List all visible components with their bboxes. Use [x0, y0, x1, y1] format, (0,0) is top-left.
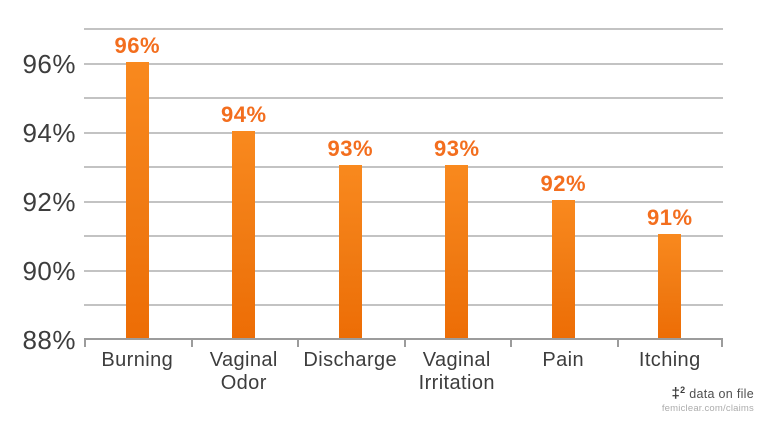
x-axis: Burning Vaginal Odor Discharge Vaginal Irri… [84, 349, 723, 395]
y-tick-label-94: 94% [22, 117, 76, 148]
y-tick-label-90: 90% [22, 255, 76, 286]
gridline [84, 28, 723, 30]
x-label-vaginal-odor: Vaginal Odor [209, 349, 278, 394]
value-label-itching: 91% [646, 205, 693, 231]
x-label-vaginal-irritation: Vaginal Irritation [418, 349, 495, 394]
y-tick-label-88: 88% [22, 325, 76, 355]
y-tick-label-96: 96% [22, 48, 76, 79]
x-axis-tick [191, 340, 193, 347]
gridline [84, 131, 723, 134]
footnote: ‡2 data on file femiclear.com/claims [662, 383, 754, 415]
y-tick-label-92: 92% [22, 186, 76, 217]
bar-vaginal-irritation [445, 165, 469, 338]
x-axis-tick [721, 340, 723, 347]
x-axis-tick [297, 340, 299, 347]
value-label-vaginal-irritation: 93% [433, 136, 480, 162]
value-label-discharge: 93% [327, 136, 374, 162]
gridline [84, 269, 723, 272]
value-label-pain: 92% [540, 170, 587, 196]
x-label-burning: Burning [101, 349, 174, 371]
gridline [84, 235, 723, 238]
value-label-burning: 96% [114, 32, 161, 58]
x-axis-tick [404, 340, 406, 347]
bar-pain [551, 199, 575, 338]
x-label-itching: Itching [638, 349, 701, 371]
footnote-superscript: 2 [680, 385, 686, 395]
x-axis-tick [510, 340, 512, 347]
y-axis: 96% 94% 92% 90% 88% [0, 29, 76, 353]
value-label-vaginal-odor: 94% [220, 101, 267, 127]
footnote-url: femiclear.com/claims [661, 403, 754, 414]
plot-area: 96% 94% 93% 93% 92% 91% [84, 28, 723, 347]
gridline [84, 62, 723, 65]
footnote-data-on-file: ‡2 data on file [662, 383, 754, 402]
bar-vaginal-odor [232, 130, 256, 338]
gridline [84, 97, 723, 100]
gridline [84, 304, 723, 307]
x-axis-tick [617, 340, 619, 347]
bar-burning [125, 61, 149, 338]
x-label-pain: Pain [542, 349, 585, 371]
bar-itching [658, 234, 682, 338]
gridline [84, 200, 723, 203]
footnote-text: data on file [685, 387, 754, 401]
bar-discharge [338, 165, 362, 338]
gridline [84, 166, 723, 169]
x-axis-tick [84, 340, 86, 347]
double-dagger-icon: ‡ [671, 385, 681, 402]
x-label-discharge: Discharge [303, 349, 398, 371]
